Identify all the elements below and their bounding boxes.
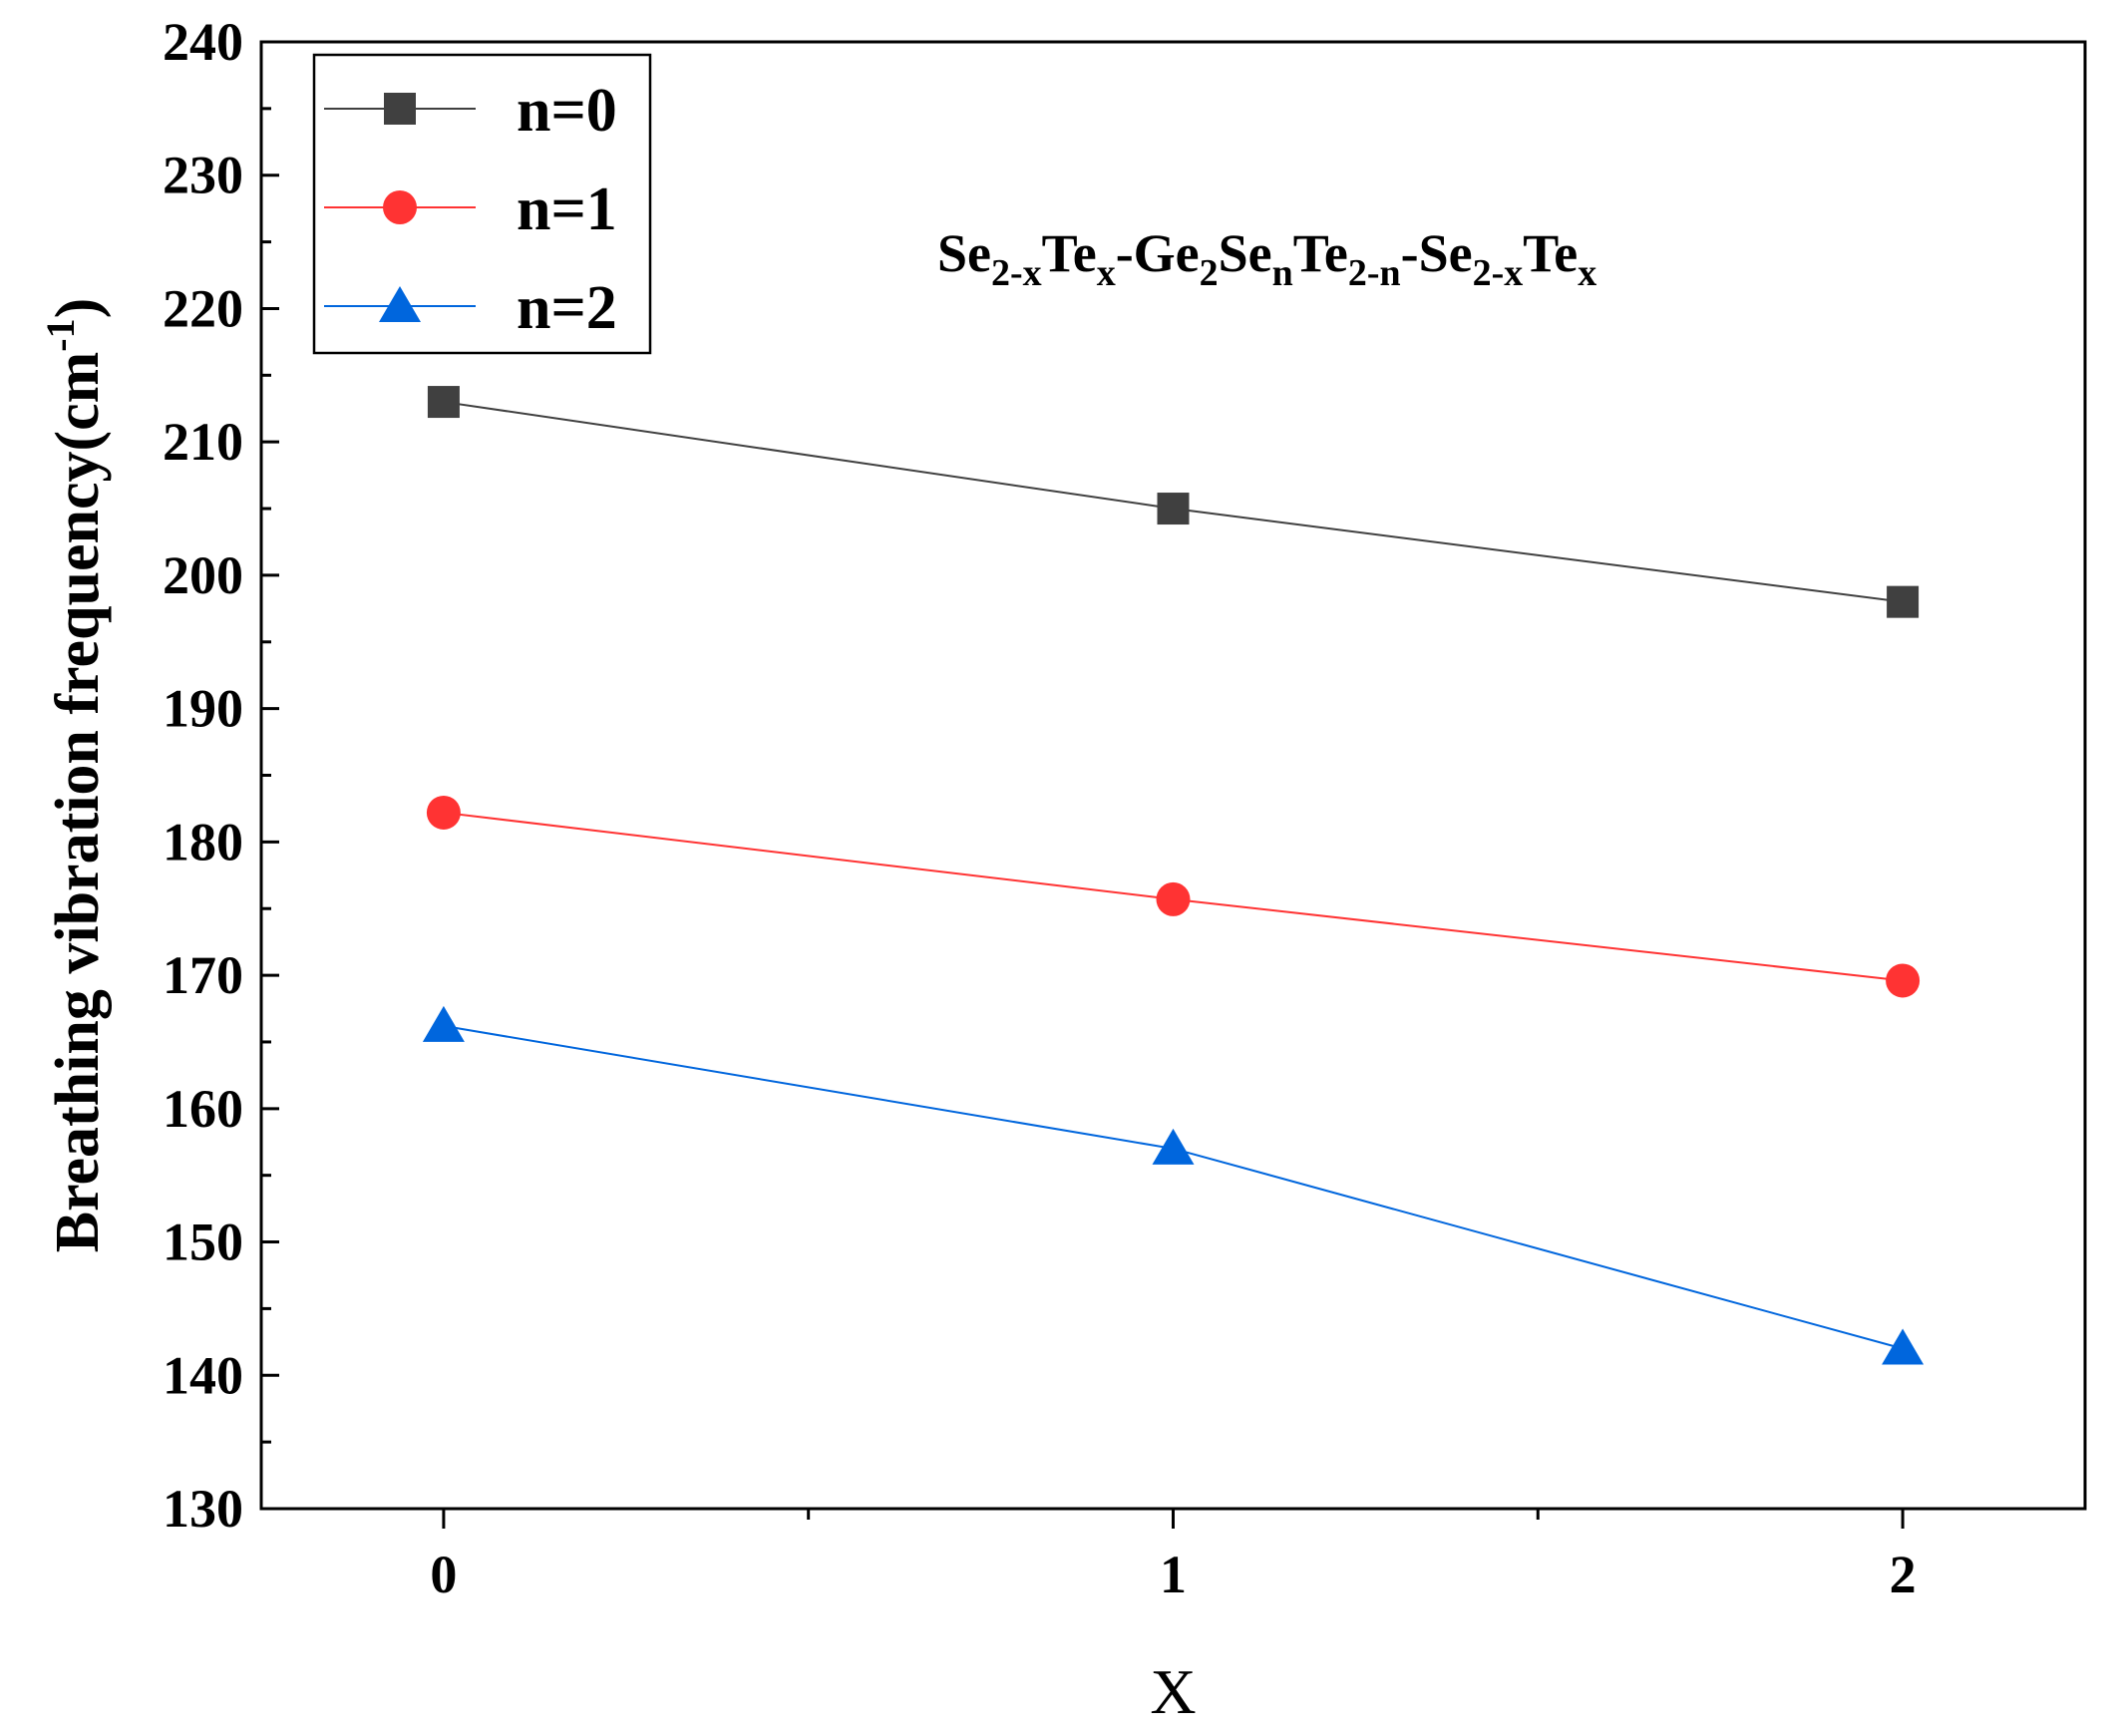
legend-label: n=2: [517, 274, 617, 342]
formula-text: Te: [1042, 223, 1097, 283]
formula-text: Te: [1293, 223, 1348, 283]
formula-text: -Ge: [1116, 223, 1200, 283]
legend: n=0 n=1 n=2: [312, 53, 652, 355]
x-axis-ticks: 0 1 2: [430, 1509, 1917, 1604]
formula-text: Se: [1219, 223, 1272, 283]
y-tick-label: 180: [163, 812, 243, 871]
legend-label: n=1: [517, 175, 617, 243]
data-point: [1887, 585, 1920, 618]
x-tick-label: 2: [1890, 1545, 1917, 1604]
formula-subscript: n: [1272, 252, 1293, 294]
data-point: [1886, 963, 1921, 998]
legend-label: n=0: [517, 77, 617, 145]
legend-marker: [383, 190, 417, 224]
data-point: [1152, 1128, 1195, 1165]
formula-subscript: x: [1097, 252, 1116, 294]
data-point: [426, 795, 461, 830]
y-tick-label: 130: [163, 1479, 243, 1539]
y-tick-label: 200: [163, 545, 243, 605]
formula-text: -Se: [1401, 223, 1473, 283]
formula-text: Se: [937, 223, 991, 283]
y-tick-label: 170: [163, 945, 243, 1005]
formula-text: Te: [1523, 223, 1578, 283]
series-line: [443, 1024, 1904, 1350]
data-point: [1882, 1328, 1925, 1365]
formula-subscript: x: [1578, 252, 1596, 294]
series-layer: [422, 386, 1925, 1365]
y-axis-title: Breathing vibration frequency(cm-1): [38, 298, 112, 1253]
y-tick-label: 190: [163, 679, 243, 739]
y-axis-ticks: 130 140 150 160 170 180 190 200 210 220 230 240: [163, 12, 279, 1539]
y-tick-label: 210: [163, 412, 243, 472]
y-tick-label: 140: [163, 1345, 243, 1405]
formula-subscript: 2: [1200, 252, 1219, 294]
x-tick-label: 1: [1160, 1545, 1187, 1604]
y-tick-label: 240: [163, 12, 243, 72]
data-point: [422, 1005, 465, 1042]
y-axis-title-main: Breathing vibration frequency(cm: [44, 352, 112, 1253]
data-point: [1157, 493, 1190, 525]
y-axis-title-close: ): [44, 298, 112, 319]
series-n-1: [426, 795, 1921, 998]
formula-subscript: 2-n: [1348, 252, 1401, 294]
data-point: [1156, 881, 1191, 916]
formula-annotation: Se2-xTex-Ge2SenTe2-n-Se2-xTex: [937, 223, 1596, 294]
series-n-2: [422, 1005, 1925, 1365]
legend-marker: [384, 93, 416, 125]
series-n-0: [427, 386, 1920, 618]
y-tick-label: 150: [163, 1213, 243, 1272]
legend-box: [312, 53, 652, 355]
y-tick-label: 160: [163, 1079, 243, 1139]
y-axis-title-superscript: -1: [38, 318, 83, 351]
x-tick-label: 0: [430, 1545, 457, 1604]
formula-subscript: 2-x: [1473, 252, 1524, 294]
data-point: [427, 386, 460, 419]
legend-marker: [379, 286, 421, 322]
x-axis-title: X: [1150, 1656, 1196, 1727]
y-tick-label: 230: [163, 146, 243, 205]
y-tick-label: 220: [163, 278, 243, 338]
formula-subscript: 2-x: [991, 252, 1042, 294]
